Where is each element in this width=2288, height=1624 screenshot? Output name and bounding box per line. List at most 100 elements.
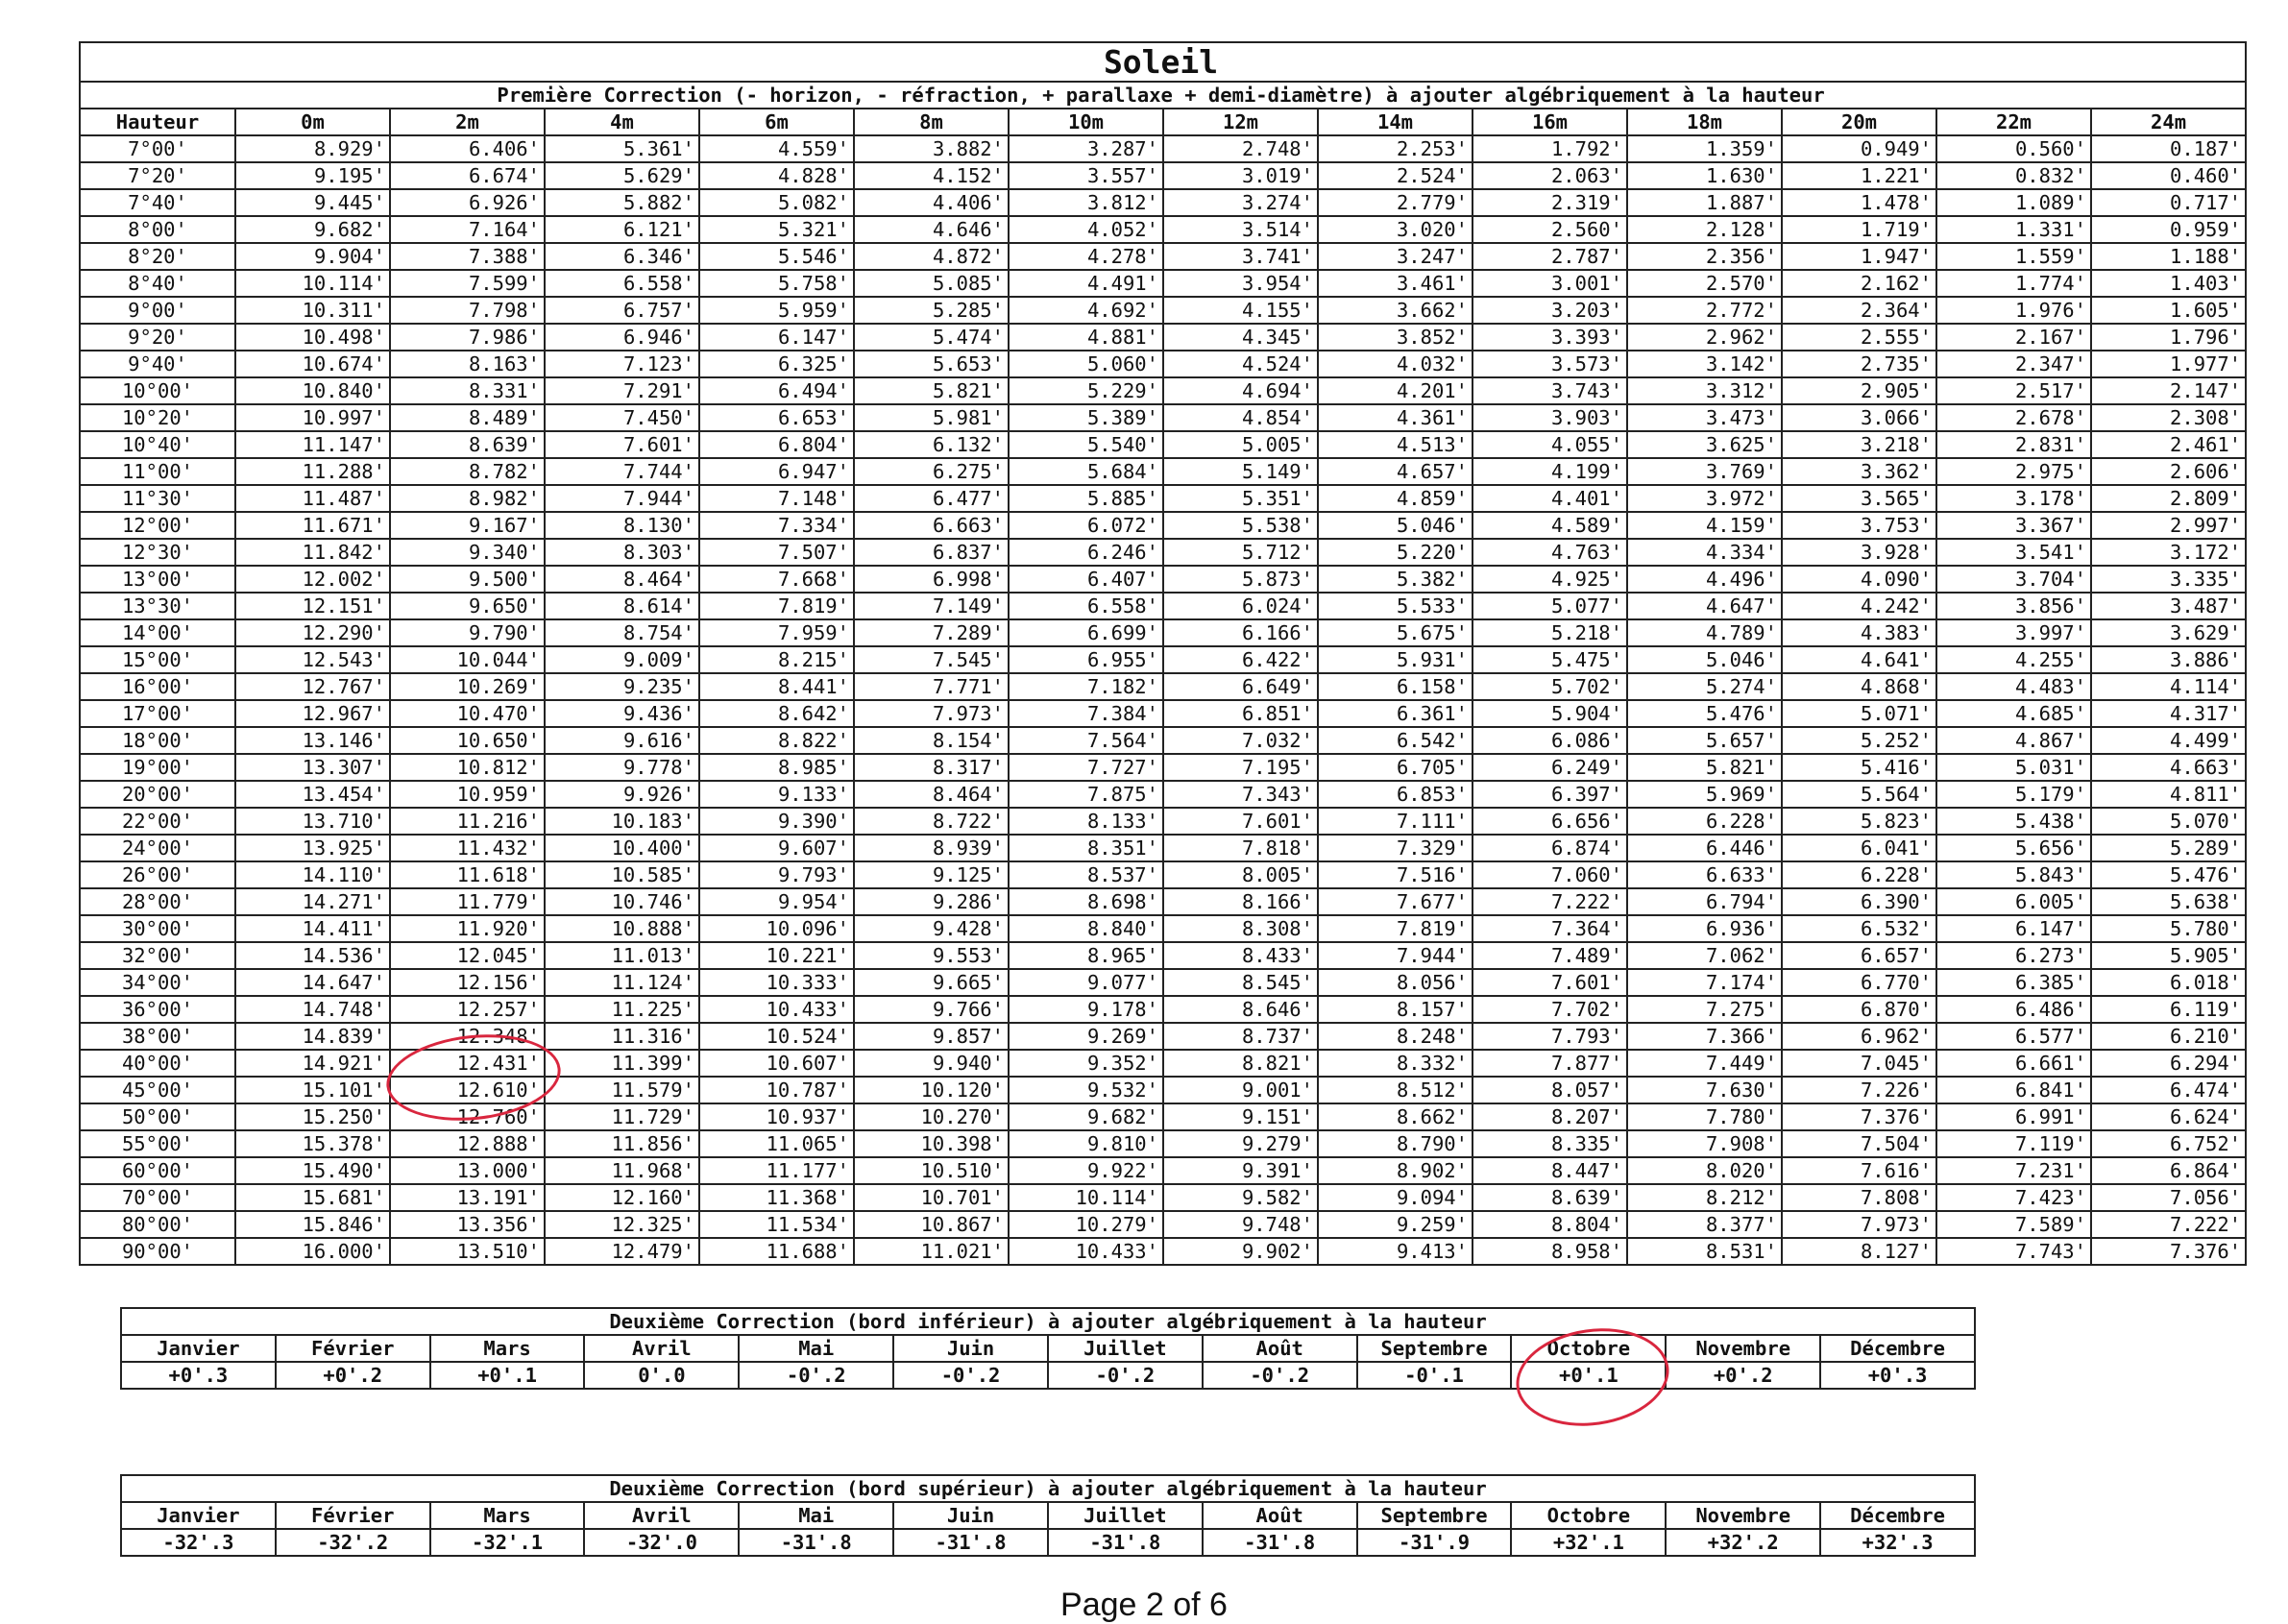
month-label: Avril <box>583 1334 741 1363</box>
correction-cell: 13.710' <box>234 807 391 836</box>
month-correction-value: -0'.2 <box>1046 1361 1204 1390</box>
correction-cell: 6.005' <box>1935 887 2092 916</box>
correction-cell: 9.778' <box>544 753 700 782</box>
correction-cell: 7.744' <box>544 457 700 486</box>
correction-cell: 8.737' <box>1162 1022 1319 1051</box>
table-row: 9°40' 10.674' 8.163' 7.123' 6.325' 5.653' 5.06… <box>79 350 2248 378</box>
month-correction-value: -31'.8 <box>1201 1528 1358 1557</box>
correction-cell: 4.090' <box>1781 565 1937 594</box>
correction-cell: 9.125' <box>853 860 1010 889</box>
correction-cell: 5.702' <box>1472 672 1628 701</box>
correction-cell: 7.195' <box>1162 753 1319 782</box>
correction-cell: 4.524' <box>1162 350 1319 378</box>
correction-cell: 7.032' <box>1162 726 1319 755</box>
correction-cell: 3.142' <box>1626 350 1783 378</box>
correction-cell: 3.886' <box>2089 645 2248 674</box>
correction-cell: 6.477' <box>853 484 1010 513</box>
correction-cell: 3.753' <box>1781 511 1937 540</box>
correction-cell: 6.041' <box>1781 834 1937 862</box>
correction-cell: 8.057' <box>1472 1076 1628 1104</box>
correction-cell: 5.882' <box>544 188 700 217</box>
upper-limb-values-row: -32'.3 -32'.2 -32'.1 -32'.0 -31'.8 -31'.8 -31'… <box>120 1528 1976 1557</box>
correction-cell: 3.178' <box>1935 484 2092 513</box>
correction-cell: 6.926' <box>389 188 546 217</box>
table-row: 55°00' 15.378' 12.888' 11.856' 11.065' 10.398… <box>79 1129 2248 1158</box>
correction-cell: 4.692' <box>1008 296 1164 325</box>
correction-cell: 8.982' <box>389 484 546 513</box>
correction-cell: 2.962' <box>1626 323 1783 351</box>
correction-cell: 4.811' <box>2089 780 2248 809</box>
correction-cell: 5.475' <box>1472 645 1628 674</box>
correction-cell: 7.630' <box>1626 1076 1783 1104</box>
correction-cell: 7.366' <box>1626 1022 1783 1051</box>
correction-cell: 10.114' <box>1008 1183 1164 1212</box>
correction-cell: 7.423' <box>1935 1183 2092 1212</box>
correction-cell: 4.491' <box>1008 269 1164 298</box>
correction-cell: 3.812' <box>1008 188 1164 217</box>
header-hauteur: Hauteur <box>79 108 236 136</box>
row-altitude: 8°40' <box>79 269 236 298</box>
table-row: 17°00' 12.967' 10.470' 9.436' 8.642' 7.973' 7.… <box>79 699 2248 728</box>
correction-cell: 7.702' <box>1472 995 1628 1024</box>
correction-cell: 6.851' <box>1162 699 1319 728</box>
table-row: 7°40' 9.445' 6.926' 5.882' 5.082' 4.406' 3.812… <box>79 188 2248 217</box>
correction-cell: 6.558' <box>1008 592 1164 620</box>
correction-cell: 4.155' <box>1162 296 1319 325</box>
correction-cell: 4.032' <box>1317 350 1473 378</box>
row-altitude: 8°00' <box>79 215 236 244</box>
correction-cell: 9.682' <box>1008 1103 1164 1131</box>
correction-cell: 7.944' <box>544 484 700 513</box>
correction-cell: 1.887' <box>1626 188 1783 217</box>
correction-cell: 9.390' <box>698 807 855 836</box>
month-label: Novembre <box>1665 1501 1822 1530</box>
correction-cell: 5.274' <box>1626 672 1783 701</box>
correction-cell: 6.474' <box>2089 1076 2248 1104</box>
correction-cell: 9.954' <box>698 887 855 916</box>
month-label: Octobre <box>1510 1501 1667 1530</box>
correction-cell: 6.841' <box>1935 1076 2092 1104</box>
correction-cell: 6.532' <box>1781 914 1937 943</box>
correction-cell: 4.406' <box>853 188 1010 217</box>
correction-cell: 2.555' <box>1781 323 1937 351</box>
correction-cell: 6.947' <box>698 457 855 486</box>
correction-cell: 5.361' <box>544 134 700 163</box>
header-height-20m: 20m <box>1781 108 1937 136</box>
correction-cell: 2.787' <box>1472 242 1628 271</box>
correction-cell: 8.531' <box>1626 1237 1783 1266</box>
correction-cell: 5.904' <box>1472 699 1628 728</box>
correction-cell: 3.629' <box>2089 618 2248 647</box>
correction-cell: 8.433' <box>1162 941 1319 970</box>
correction-cell: 6.018' <box>2089 968 2248 997</box>
correction-cell: 8.335' <box>1472 1129 1628 1158</box>
correction-cell: 12.610' <box>389 1076 546 1104</box>
header-height-12m: 12m <box>1162 108 1319 136</box>
correction-cell: 10.269' <box>389 672 546 701</box>
correction-cell: 9.178' <box>1008 995 1164 1024</box>
correction-cell: 3.662' <box>1317 296 1473 325</box>
correction-cell: 5.712' <box>1162 538 1319 567</box>
correction-cell: 7.275' <box>1626 995 1783 1024</box>
correction-cell: 4.483' <box>1935 672 2092 701</box>
correction-cell: 6.228' <box>1781 860 1937 889</box>
table-subtitle: Première Correction (- horizon, - réfrac… <box>78 81 2248 109</box>
month-correction-value: 0'.0 <box>583 1361 741 1390</box>
correction-cell: 6.024' <box>1162 592 1319 620</box>
table-row: 34°00' 14.647' 12.156' 11.124' 10.333' 9.665'… <box>79 968 2248 997</box>
correction-cell: 7.564' <box>1008 726 1164 755</box>
row-altitude: 10°00' <box>79 376 236 405</box>
table-row: 30°00' 14.411' 11.920' 10.888' 10.096' 9.428'… <box>79 914 2248 943</box>
correction-cell: 4.657' <box>1317 457 1473 486</box>
correction-cell: 9.094' <box>1317 1183 1473 1212</box>
correction-cell: 9.279' <box>1162 1129 1319 1158</box>
month-label: Août <box>1201 1334 1358 1363</box>
table-row: 32°00' 14.536' 12.045' 11.013' 10.221' 9.553'… <box>79 941 2248 970</box>
correction-cell: 0.717' <box>2089 188 2248 217</box>
correction-cell: 9.001' <box>1162 1076 1319 1104</box>
correction-cell: 6.864' <box>2089 1156 2248 1185</box>
correction-cell: 8.840' <box>1008 914 1164 943</box>
correction-cell: 7.877' <box>1472 1049 1628 1078</box>
table-row: 50°00' 15.250' 12.760' 11.729' 10.937' 10.270… <box>79 1103 2248 1131</box>
lower-limb-months-row: Janvier Février Mars Avril Mai Juin Juillet Aoû… <box>120 1334 1976 1363</box>
row-altitude: 9°40' <box>79 350 236 378</box>
correction-cell: 4.361' <box>1317 403 1473 432</box>
